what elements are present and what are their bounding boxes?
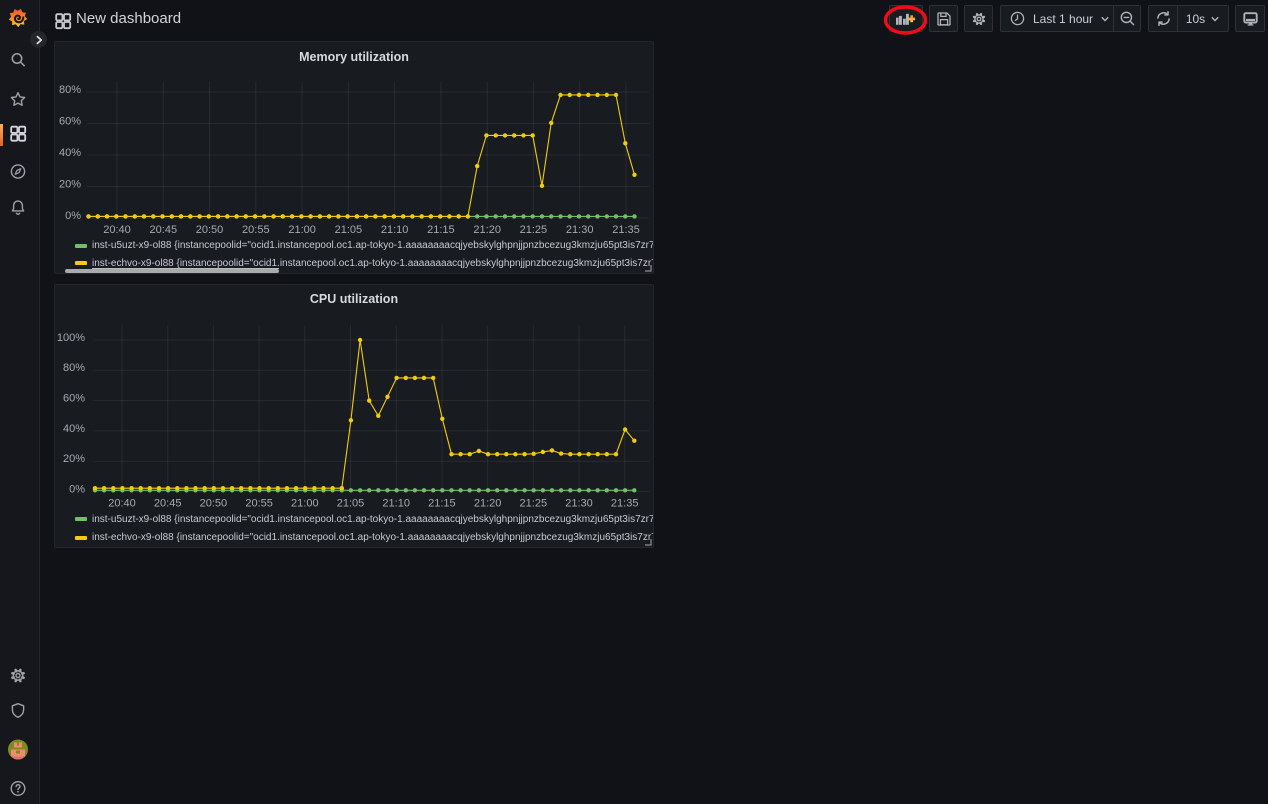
svg-text:21:15: 21:15 [428,497,456,509]
svg-text:21:20: 21:20 [474,497,502,509]
svg-text:21:20: 21:20 [473,224,501,236]
svg-text:21:10: 21:10 [382,497,410,509]
svg-text:40%: 40% [59,147,81,159]
svg-text:20:45: 20:45 [150,224,178,236]
svg-text:40%: 40% [63,423,85,435]
svg-text:20%: 20% [59,178,81,190]
svg-text:21:25: 21:25 [520,497,548,509]
svg-text:60%: 60% [59,115,81,127]
svg-text:0%: 0% [65,210,81,222]
svg-text:21:30: 21:30 [565,497,593,509]
svg-text:21:05: 21:05 [337,497,365,509]
svg-text:60%: 60% [63,393,85,405]
svg-text:20:50: 20:50 [196,224,224,236]
svg-text:0%: 0% [69,483,85,495]
svg-text:21:25: 21:25 [520,224,548,236]
svg-text:80%: 80% [63,362,85,374]
svg-text:100%: 100% [57,332,85,344]
svg-text:80%: 80% [59,84,81,96]
svg-text:20:55: 20:55 [245,497,273,509]
svg-text:20:45: 20:45 [154,497,182,509]
svg-text:21:35: 21:35 [612,224,640,236]
svg-text:21:35: 21:35 [611,497,639,509]
svg-text:20:55: 20:55 [242,224,270,236]
svg-text:21:00: 21:00 [288,224,316,236]
svg-text:21:10: 21:10 [381,224,409,236]
svg-text:21:30: 21:30 [566,224,594,236]
svg-text:21:15: 21:15 [427,224,455,236]
svg-text:20:40: 20:40 [103,224,131,236]
svg-text:21:05: 21:05 [335,224,363,236]
svg-text:20:40: 20:40 [108,497,136,509]
svg-text:20:50: 20:50 [200,497,228,509]
svg-text:21:00: 21:00 [291,497,319,509]
svg-text:20%: 20% [63,453,85,465]
